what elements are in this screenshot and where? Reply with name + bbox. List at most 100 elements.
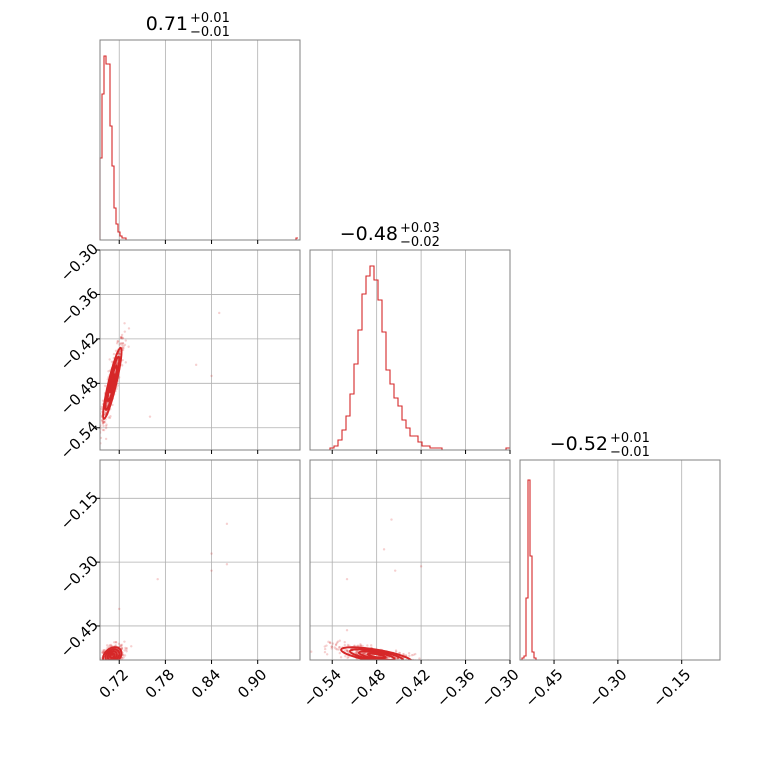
x-tick-label: −0.30 xyxy=(585,666,630,711)
outlier-point xyxy=(194,363,198,367)
sample-point xyxy=(346,643,350,647)
sample-point xyxy=(356,644,360,647)
sample-point xyxy=(120,342,123,345)
sample-point xyxy=(98,672,100,674)
sample-point xyxy=(414,666,416,668)
sample-point xyxy=(404,661,406,663)
sample-point xyxy=(120,364,124,367)
sample-point xyxy=(94,654,96,656)
x-tick-label: −0.15 xyxy=(649,666,694,711)
outlier-point xyxy=(225,522,229,526)
sample-point xyxy=(104,665,106,667)
title-plus-1: +0.03 xyxy=(400,221,440,236)
sample-point xyxy=(361,660,363,662)
sample-point xyxy=(117,642,121,645)
y-tick-label: −0.54 xyxy=(57,418,102,463)
sample-point xyxy=(365,662,367,664)
sample-point xyxy=(120,646,124,649)
sample-point xyxy=(407,663,409,665)
sample-point xyxy=(310,650,313,653)
sample-point xyxy=(119,336,123,340)
sample-point xyxy=(96,665,98,667)
sample-point xyxy=(347,655,350,658)
sample-point xyxy=(338,646,341,649)
sample-point xyxy=(104,384,107,388)
outlier-point xyxy=(419,565,423,568)
sample-point xyxy=(114,349,118,352)
sample-point xyxy=(120,644,123,647)
sample-point xyxy=(330,645,334,648)
sample-point xyxy=(123,654,127,657)
sample-point xyxy=(115,362,119,365)
sample-point xyxy=(409,663,411,665)
x-tick-label: 0.84 xyxy=(188,666,224,702)
sample-point xyxy=(418,657,421,660)
sample-point xyxy=(361,644,364,648)
sample-point xyxy=(365,665,367,667)
sample-point xyxy=(114,663,116,665)
sample-point xyxy=(106,662,108,664)
sample-point xyxy=(119,645,122,648)
sample-point xyxy=(125,648,128,651)
sample-point xyxy=(347,649,350,653)
sample-point xyxy=(325,653,329,656)
y-tick-label: −0.15 xyxy=(57,488,102,533)
sample-point xyxy=(121,342,125,345)
sample-point xyxy=(121,337,124,340)
sample-point xyxy=(103,665,105,667)
sample-point xyxy=(100,657,103,660)
y-tick-label: −0.36 xyxy=(57,284,102,329)
sample-point xyxy=(102,662,104,664)
contour-level xyxy=(357,650,396,660)
contour-level xyxy=(109,652,116,659)
pair-content xyxy=(94,522,229,674)
sample-point xyxy=(104,437,108,441)
contour-level xyxy=(102,646,123,660)
sample-point xyxy=(123,330,127,333)
sample-point xyxy=(325,644,328,647)
sample-point xyxy=(104,665,106,667)
sample-point xyxy=(402,665,404,667)
sample-point xyxy=(343,640,346,644)
sample-point xyxy=(124,339,127,342)
sample-point xyxy=(105,662,107,664)
sample-point xyxy=(384,664,386,666)
sample-point xyxy=(110,360,114,363)
sample-point xyxy=(398,651,402,655)
sample-point xyxy=(110,660,112,662)
sample-point xyxy=(407,664,409,666)
sample-point xyxy=(355,649,358,653)
sample-point xyxy=(122,346,125,350)
sample-point xyxy=(102,649,106,652)
sample-point xyxy=(323,645,326,648)
panel-frame xyxy=(309,459,511,661)
sample-point xyxy=(103,412,107,415)
panel-2-1: −0.54 −0.48 −0.42 −0.36 −0.30 xyxy=(300,459,523,711)
outlier-point xyxy=(345,577,349,581)
sample-point xyxy=(345,649,349,652)
panel-frame xyxy=(99,249,301,451)
panel-2-0: 0.72 0.78 0.84 0.90 −0.15 −0.30 −0.45 xyxy=(57,459,301,702)
sample-point xyxy=(378,662,380,664)
sample-point xyxy=(123,649,126,652)
sample-point xyxy=(112,662,114,664)
sample-point xyxy=(328,641,332,644)
sample-point xyxy=(335,641,339,645)
sample-point xyxy=(100,662,102,664)
y-tick-label: −0.45 xyxy=(57,616,102,661)
sample-point xyxy=(124,361,127,364)
sample-point xyxy=(105,661,107,663)
sample-point xyxy=(370,662,372,664)
panel-2-2: −0.52 +0.01−0.01 −0.45 −0.30 −0.15 xyxy=(519,431,721,711)
sample-point xyxy=(335,648,339,651)
sample-point xyxy=(396,665,398,667)
sample-point xyxy=(121,657,124,660)
sample-point xyxy=(116,340,119,343)
title-minus-1: −0.02 xyxy=(400,235,440,250)
sample-point xyxy=(430,662,432,664)
contour-level xyxy=(348,648,405,660)
sample-point xyxy=(105,664,107,666)
sample-point xyxy=(381,662,383,664)
sample-point xyxy=(413,661,415,663)
sample-point xyxy=(354,651,357,654)
